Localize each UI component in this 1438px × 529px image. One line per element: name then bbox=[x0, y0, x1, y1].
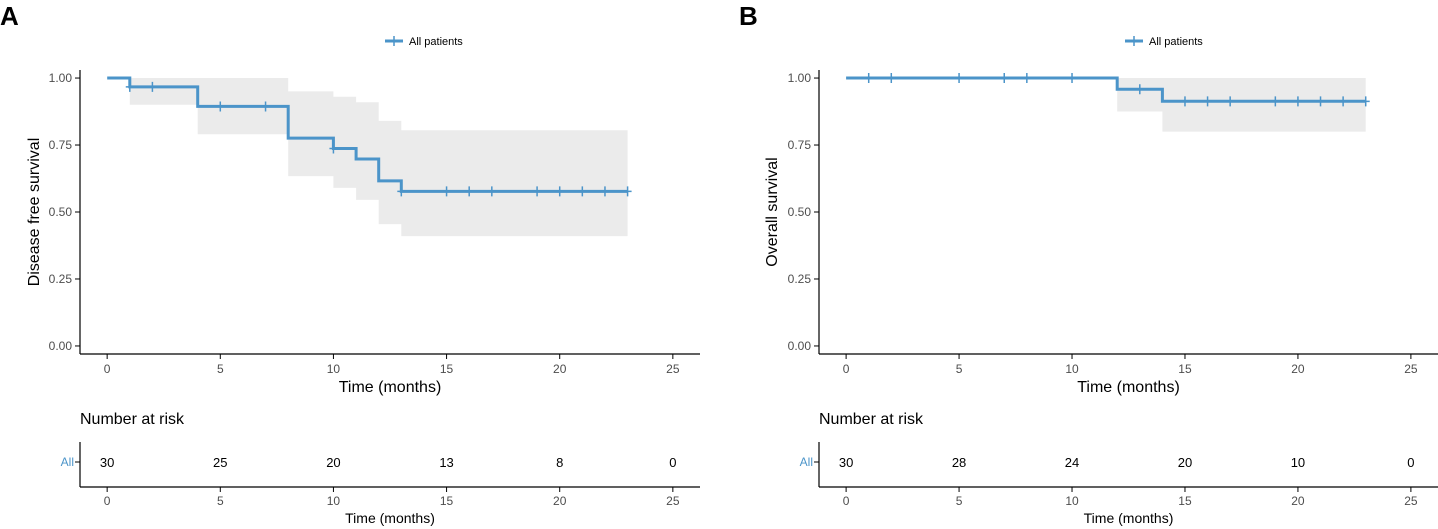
y-tick-label: 0.75 bbox=[788, 138, 812, 152]
y-tick-label: 0.50 bbox=[788, 205, 812, 219]
x-tick-label: 15 bbox=[440, 362, 454, 376]
censor-mark bbox=[148, 81, 157, 92]
risk-x-tick-label: 10 bbox=[327, 494, 341, 508]
x-tick-label: 10 bbox=[1065, 362, 1079, 376]
risk-x-axis-title: Time (months) bbox=[1084, 510, 1174, 526]
censor-mark bbox=[261, 101, 270, 112]
y-axis-title: Overall survival bbox=[764, 157, 781, 266]
censor-mark bbox=[1180, 96, 1189, 107]
risk-count: 20 bbox=[326, 455, 340, 470]
risk-table-title: Number at risk bbox=[80, 411, 185, 428]
y-tick-label: 1.00 bbox=[49, 71, 73, 85]
x-tick-label: 20 bbox=[553, 362, 567, 376]
censor-mark bbox=[533, 186, 542, 197]
risk-count: 24 bbox=[1065, 455, 1079, 470]
censor-mark bbox=[887, 73, 896, 84]
y-tick-label: 0.00 bbox=[49, 339, 73, 353]
censor-mark bbox=[1293, 96, 1302, 107]
risk-x-tick-label: 5 bbox=[217, 494, 224, 508]
censor-mark bbox=[442, 186, 451, 197]
legend-censor-mark bbox=[390, 36, 398, 46]
censor-mark bbox=[216, 101, 225, 112]
censor-mark bbox=[397, 186, 406, 197]
censor-mark bbox=[487, 186, 496, 197]
censor-mark bbox=[1000, 73, 1009, 84]
risk-count: 30 bbox=[839, 455, 853, 470]
y-tick-label: 1.00 bbox=[788, 71, 812, 85]
risk-row-label: All bbox=[800, 455, 813, 469]
panel-label-b: B bbox=[739, 1, 758, 31]
risk-x-tick-label: 15 bbox=[440, 494, 454, 508]
censor-mark bbox=[125, 81, 134, 92]
km-panel-a: 0.00 0.25 0.50 0.75 1.00 0 5 10 15 20 25 Disease fr… bbox=[26, 36, 700, 526]
x-tick-label: 15 bbox=[1178, 362, 1192, 376]
risk-count: 13 bbox=[439, 455, 453, 470]
confidence-band bbox=[107, 78, 628, 237]
legend-label: All patients bbox=[1149, 36, 1203, 48]
x-tick-label: 10 bbox=[327, 362, 341, 376]
risk-x-tick-label: 25 bbox=[666, 494, 680, 508]
risk-x-axis-title: Time (months) bbox=[345, 510, 435, 526]
censor-mark bbox=[955, 73, 964, 84]
y-axis-title: Disease free survival bbox=[26, 138, 43, 287]
panel-label-a: A bbox=[0, 1, 19, 31]
x-axis-title: Time (months) bbox=[339, 379, 442, 396]
risk-count: 28 bbox=[952, 455, 966, 470]
censor-mark bbox=[1068, 73, 1077, 84]
risk-count: 30 bbox=[100, 455, 114, 470]
risk-x-tick-label: 15 bbox=[1178, 494, 1192, 508]
confidence-band bbox=[846, 78, 1366, 132]
risk-table-title: Number at risk bbox=[819, 411, 924, 428]
y-tick-label: 0.50 bbox=[49, 205, 73, 219]
risk-count: 20 bbox=[1178, 455, 1192, 470]
legend-label: All patients bbox=[409, 36, 463, 48]
risk-count: 0 bbox=[1407, 455, 1414, 470]
survival-curve bbox=[107, 76, 628, 193]
censor-mark bbox=[1271, 96, 1280, 107]
censor-mark bbox=[555, 186, 564, 197]
y-tick-label: 0.00 bbox=[788, 339, 812, 353]
censor-mark bbox=[1361, 96, 1370, 107]
risk-x-tick-label: 10 bbox=[1065, 494, 1079, 508]
risk-count: 8 bbox=[556, 455, 563, 470]
x-tick-label: 0 bbox=[843, 362, 850, 376]
censor-mark bbox=[623, 186, 632, 197]
risk-count: 10 bbox=[1291, 455, 1305, 470]
censor-mark bbox=[1203, 96, 1212, 107]
x-tick-label: 0 bbox=[104, 362, 111, 376]
censor-mark bbox=[1316, 96, 1325, 107]
censor-mark bbox=[864, 73, 873, 84]
censor-mark bbox=[578, 186, 587, 197]
y-tick-label: 0.25 bbox=[788, 272, 812, 286]
risk-x-tick-label: 0 bbox=[104, 494, 111, 508]
censor-mark bbox=[329, 143, 338, 154]
risk-count: 25 bbox=[213, 455, 227, 470]
censor-mark bbox=[1022, 73, 1031, 84]
risk-x-tick-label: 20 bbox=[553, 494, 567, 508]
censor-mark bbox=[600, 186, 609, 197]
y-tick-label: 0.25 bbox=[49, 272, 73, 286]
risk-x-tick-label: 25 bbox=[1404, 494, 1418, 508]
x-tick-label: 25 bbox=[666, 362, 680, 376]
risk-x-tick-label: 20 bbox=[1291, 494, 1305, 508]
risk-x-tick-label: 0 bbox=[843, 494, 850, 508]
x-tick-label: 5 bbox=[956, 362, 963, 376]
x-tick-label: 20 bbox=[1291, 362, 1305, 376]
x-axis-title: Time (months) bbox=[1077, 379, 1180, 396]
censor-mark bbox=[465, 186, 474, 197]
risk-x-tick-label: 5 bbox=[956, 494, 963, 508]
censor-mark bbox=[1339, 96, 1348, 107]
x-tick-label: 25 bbox=[1404, 362, 1418, 376]
x-tick-label: 5 bbox=[217, 362, 224, 376]
risk-row-label: All bbox=[61, 455, 74, 469]
km-panel-b: 0.00 0.25 0.50 0.75 1.00 0 5 10 15 20 25 Overall su… bbox=[764, 36, 1438, 526]
y-tick-label: 0.75 bbox=[49, 138, 73, 152]
censor-mark bbox=[1135, 84, 1144, 95]
risk-count: 0 bbox=[669, 455, 676, 470]
censor-mark bbox=[1226, 96, 1235, 107]
legend-censor-mark bbox=[1130, 36, 1138, 46]
